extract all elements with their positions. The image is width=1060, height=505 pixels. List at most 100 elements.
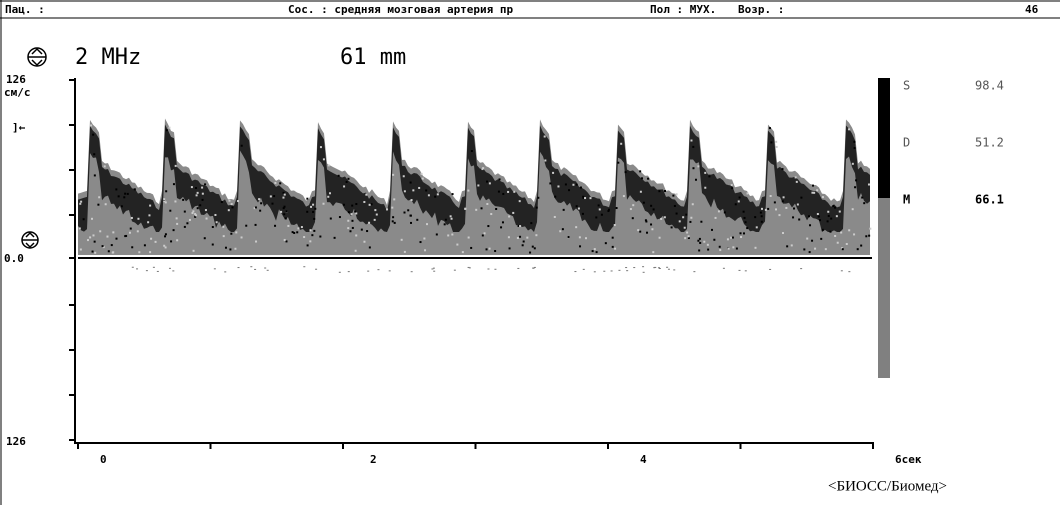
spectrum-speckle bbox=[355, 203, 358, 206]
spectrum-speckle bbox=[639, 190, 642, 193]
spectrum-speckle bbox=[477, 184, 480, 187]
spectrum-speckle bbox=[285, 240, 288, 243]
spectrum-speckle bbox=[461, 251, 464, 254]
spectrum-speckle bbox=[487, 225, 490, 228]
spectrum-speckle bbox=[126, 192, 129, 195]
spectrum-speckle bbox=[97, 203, 100, 206]
noise-dot bbox=[626, 270, 629, 272]
noise-dot bbox=[303, 266, 306, 268]
spectrum-speckle bbox=[829, 230, 832, 233]
spectrum-speckle bbox=[310, 205, 313, 208]
index-bar-bottom bbox=[878, 198, 890, 378]
spectrum-speckle bbox=[553, 215, 556, 218]
spectrum-speckle bbox=[615, 207, 618, 210]
noise-dot bbox=[800, 268, 803, 270]
spectrum-speckle bbox=[164, 246, 167, 249]
spectrum-speckle bbox=[464, 207, 467, 210]
spectrum-speckle bbox=[91, 250, 94, 253]
spectrum-speckle bbox=[781, 168, 784, 171]
spectrum-speckle bbox=[282, 196, 285, 199]
marker: ]← bbox=[12, 121, 26, 134]
spectrum-speckle bbox=[691, 203, 694, 206]
noise-dot bbox=[840, 270, 843, 272]
spectrum-speckle bbox=[775, 140, 778, 143]
spectrum-speckle bbox=[131, 246, 134, 249]
spectrum-speckle bbox=[856, 248, 859, 251]
spectrum-speckle bbox=[735, 247, 738, 250]
spectrum-speckle bbox=[147, 221, 150, 224]
spectrum-speckle bbox=[120, 205, 123, 208]
spectrum-speckle bbox=[283, 193, 286, 196]
spectrum-speckle bbox=[620, 142, 623, 145]
spectrum-speckle bbox=[240, 144, 243, 147]
spectrum-speckle bbox=[579, 186, 582, 189]
spectrum-speckle bbox=[273, 195, 276, 198]
spectrum-speckle bbox=[730, 236, 733, 239]
spectrum-speckle bbox=[424, 249, 427, 252]
spectrum-speckle bbox=[683, 226, 686, 229]
spectrum-speckle bbox=[363, 240, 366, 243]
spectrum-speckle bbox=[694, 178, 697, 181]
spectrum-speckle bbox=[279, 182, 282, 185]
spectrum-speckle bbox=[738, 196, 741, 199]
spectrum-speckle bbox=[393, 198, 396, 201]
spectrum-speckle bbox=[426, 223, 429, 226]
spectrum-speckle bbox=[329, 217, 332, 220]
noise-dot bbox=[642, 266, 645, 268]
x-tick-label: 4 bbox=[640, 453, 647, 466]
spectrum-speckle bbox=[786, 245, 789, 248]
spectrum-speckle bbox=[775, 145, 778, 148]
spectrum-speckle bbox=[795, 180, 798, 183]
spectrum-speckle bbox=[201, 186, 204, 189]
spectrum-speckle bbox=[283, 238, 286, 241]
spectrum-speckle bbox=[488, 182, 491, 185]
spectrum-speckle bbox=[224, 246, 227, 249]
spectrum-speckle bbox=[149, 204, 152, 207]
spectrum-speckle bbox=[793, 207, 796, 210]
spectrum-speckle bbox=[284, 217, 287, 220]
spectrum-speckle bbox=[526, 236, 529, 239]
spectrum-speckle bbox=[373, 218, 376, 221]
spectrum-speckle bbox=[641, 177, 644, 180]
spectrum-speckle bbox=[582, 195, 585, 198]
spectrum-speckle bbox=[827, 210, 830, 213]
spectrum-speckle bbox=[631, 217, 634, 220]
spectrum-speckle bbox=[811, 191, 814, 194]
spectrum-speckle bbox=[154, 240, 157, 243]
spectrum-speckle bbox=[366, 230, 369, 233]
spectrum-speckle bbox=[368, 246, 371, 249]
spectrum-speckle bbox=[269, 195, 272, 198]
spectrum-speckle bbox=[699, 241, 702, 244]
spectrum-speckle bbox=[475, 208, 478, 211]
noise-dot bbox=[377, 269, 380, 271]
spectrum-speckle bbox=[133, 188, 136, 191]
spectrum-speckle bbox=[365, 193, 368, 196]
spectrum-speckle bbox=[562, 208, 565, 211]
spectrum-speckle bbox=[684, 237, 687, 240]
spectrum-speckle bbox=[585, 237, 588, 240]
spectrum-speckle bbox=[743, 216, 746, 219]
spectrum-speckle bbox=[319, 235, 322, 238]
spectrum-speckle bbox=[672, 194, 675, 197]
spectrum-speckle bbox=[182, 198, 185, 201]
spectrum-speckle bbox=[796, 203, 799, 206]
spectrum-speckle bbox=[174, 164, 177, 167]
index-name: S bbox=[903, 79, 910, 93]
spectrum-speckle bbox=[282, 191, 285, 194]
spectrum-speckle bbox=[611, 245, 614, 248]
spectrum-speckle bbox=[274, 224, 277, 227]
spectrum-speckle bbox=[313, 229, 316, 232]
noise-dot bbox=[388, 270, 391, 272]
spectrum-speckle bbox=[168, 126, 171, 129]
depth: 61 mm bbox=[340, 45, 406, 70]
spectrum-speckle bbox=[579, 245, 582, 248]
spectrum-black bbox=[78, 124, 870, 232]
spectrum-speckle bbox=[855, 179, 858, 182]
spectrum-speckle bbox=[254, 223, 257, 226]
spectrum-speckle bbox=[343, 185, 346, 188]
spectrum-speckle bbox=[848, 229, 851, 232]
spectrum-speckle bbox=[760, 220, 763, 223]
spectrum-speckle bbox=[577, 207, 580, 210]
spectrum-speckle bbox=[742, 210, 745, 213]
spectrum-speckle bbox=[743, 232, 746, 235]
